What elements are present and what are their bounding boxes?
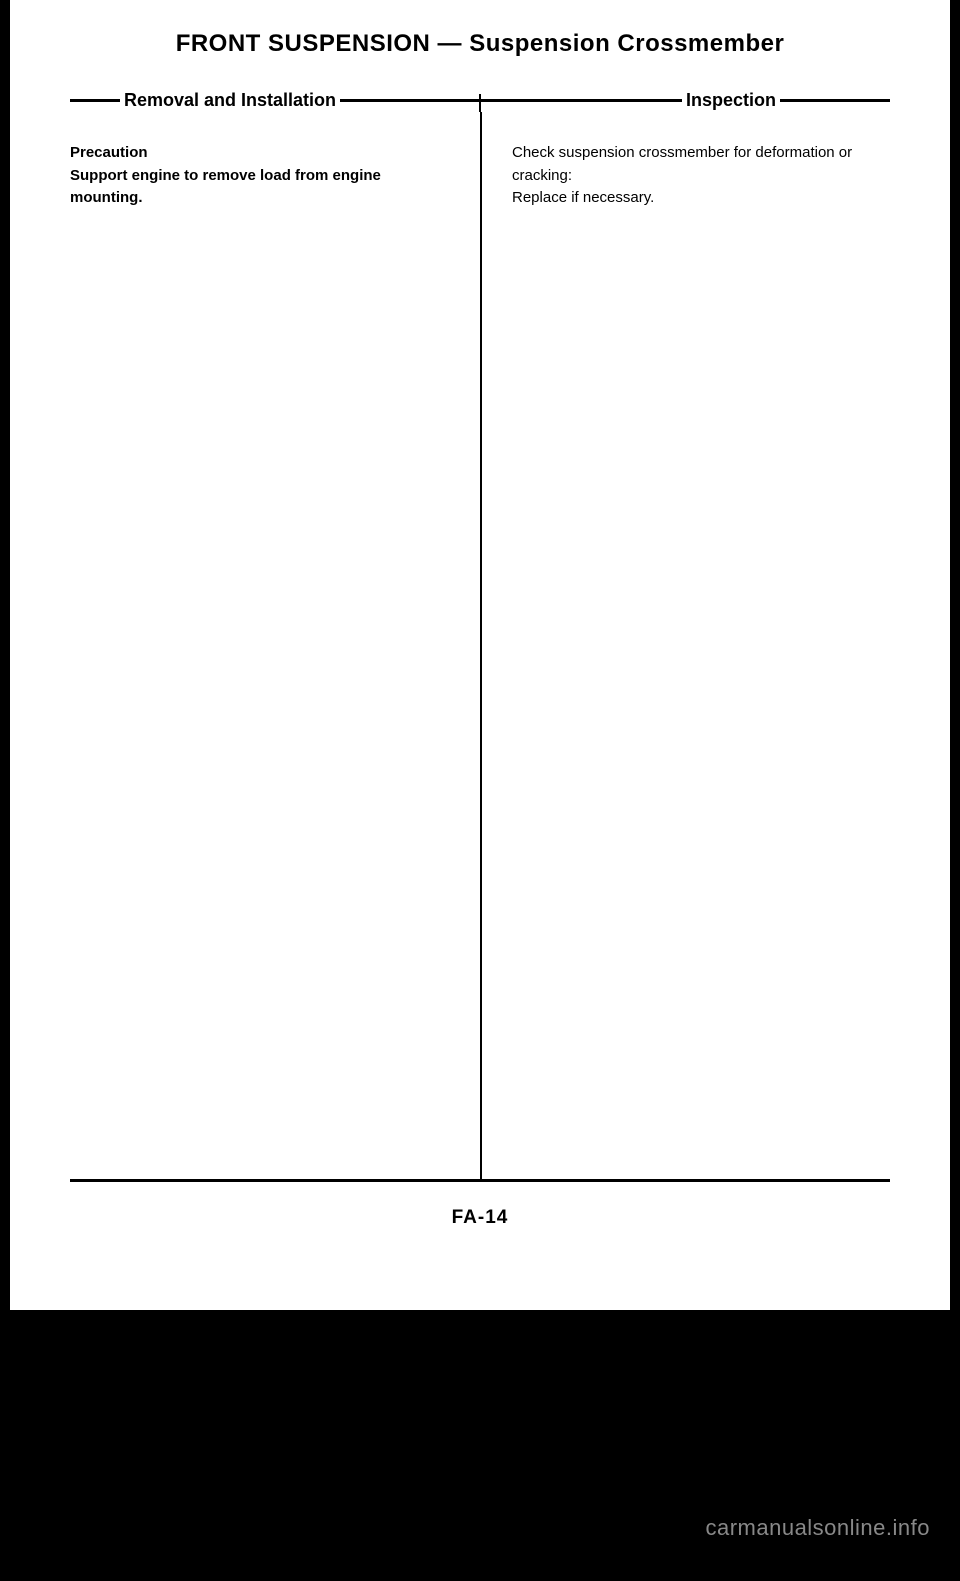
page-number: FA-14 (70, 1207, 890, 1229)
header-rule (70, 99, 120, 102)
precaution-heading: Precaution (70, 142, 450, 165)
inspection-text-1: Check suspension crossmember for deforma… (512, 142, 890, 187)
divider-extension (479, 94, 481, 112)
header-rule (340, 99, 682, 102)
left-section-header: Removal and Installation (120, 90, 340, 111)
watermark: carmanualsonline.info (705, 1515, 930, 1541)
header-rule (780, 99, 890, 102)
right-section-header: Inspection (682, 90, 780, 111)
page-title: FRONT SUSPENSION — Suspension Crossmembe… (70, 30, 890, 58)
manual-page: FRONT SUSPENSION — Suspension Crossmembe… (10, 0, 950, 1310)
right-column: Check suspension crossmember for deforma… (480, 112, 890, 1179)
content-area: Precaution Support engine to remove load… (70, 112, 890, 1182)
left-column: Precaution Support engine to remove load… (70, 112, 480, 1179)
inspection-text-2: Replace if necessary. (512, 187, 890, 210)
precaution-text: Support engine to remove load from engin… (70, 165, 450, 210)
